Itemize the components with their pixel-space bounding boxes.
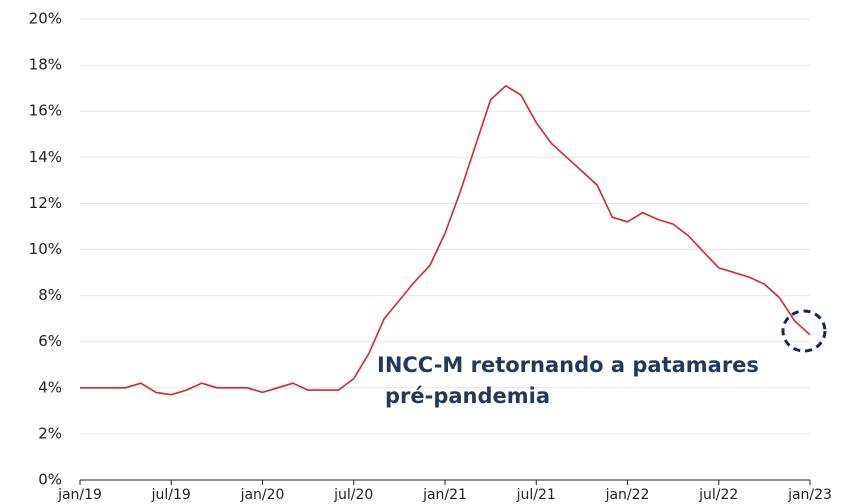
y-tick-label: 12% bbox=[29, 194, 62, 212]
x-tick-label: jan/21 bbox=[422, 487, 467, 503]
data-line bbox=[80, 85, 811, 396]
y-tick-label: 8% bbox=[38, 286, 62, 304]
x-tick-label: jul/22 bbox=[698, 487, 738, 503]
x-tick-label: jan/20 bbox=[240, 487, 285, 503]
annotation: pré-pandemia bbox=[385, 384, 550, 408]
y-tick-label: 2% bbox=[38, 424, 62, 442]
y-tick-label: 20% bbox=[29, 10, 62, 28]
y-tick-label: 16% bbox=[29, 102, 62, 120]
x-tick-label: jul/19 bbox=[151, 487, 191, 503]
highlight-circle bbox=[781, 309, 827, 353]
x-tick-label: jan/23 bbox=[787, 487, 832, 503]
x-tick-label: jan/19 bbox=[57, 487, 102, 503]
y-tick-label: 0% bbox=[38, 471, 62, 489]
y-tick-label: 14% bbox=[29, 148, 62, 166]
y-tick-label: 4% bbox=[38, 378, 62, 396]
y-tick-label: 10% bbox=[29, 240, 62, 258]
x-tick-label: jan/22 bbox=[605, 487, 650, 503]
annotation: INCC-M retornando a patamares bbox=[377, 353, 759, 377]
y-tick-label: 6% bbox=[38, 332, 62, 350]
y-tick-label: 18% bbox=[29, 56, 62, 74]
x-tick-label: jul/20 bbox=[333, 487, 373, 503]
x-tick-label: jul/21 bbox=[516, 487, 556, 503]
